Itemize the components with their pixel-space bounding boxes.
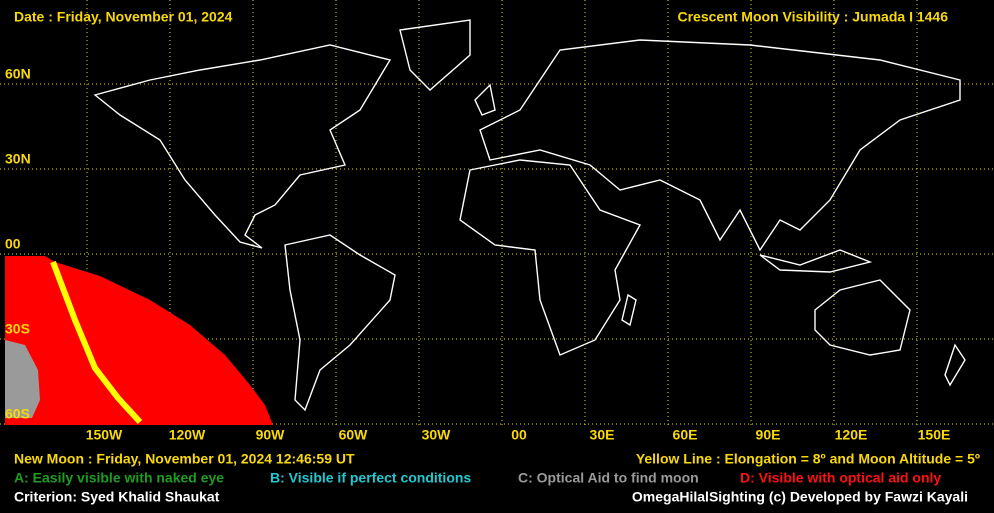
australia <box>814 279 911 356</box>
legend-item: D: Visible with optical aid only <box>740 470 941 486</box>
indonesia <box>759 249 873 273</box>
latitude-label: 00 <box>5 236 21 252</box>
latitude-label: 60S <box>5 406 30 422</box>
yellow-line-note: Yellow Line : Elongation = 8º and Moon A… <box>636 451 980 467</box>
axis-labels: 60N 30N 00 30S 60S 150W 120W 90W 60W 30W 00 30E 60E 9… <box>5 66 950 443</box>
new-moon: New Moon : Friday, November 01, 2024 12:… <box>14 451 355 467</box>
latitude-label: 60N <box>5 66 31 82</box>
longitude-label: 30E <box>590 427 615 443</box>
longitude-label: 60W <box>339 427 369 443</box>
british-isles <box>474 83 496 116</box>
criterion: Criterion: Syed Khalid Shaukat <box>14 489 220 505</box>
legend-item: B: Visible if perfect conditions <box>270 470 471 486</box>
north-america <box>93 44 392 249</box>
yellow-line <box>50 260 143 425</box>
coastlines <box>93 19 966 412</box>
longitude-label: 120E <box>835 427 868 443</box>
new-zealand <box>944 343 966 387</box>
africa <box>459 159 642 356</box>
legend-item: A: Easily visible with naked eye <box>14 470 224 486</box>
credit: OmegaHilalSighting (c) Developed by Fawz… <box>632 489 968 505</box>
greenland <box>399 19 471 91</box>
latitude-label: 30N <box>5 151 31 167</box>
latitude-label: 30S <box>5 321 30 337</box>
eurasia <box>479 39 961 252</box>
south-america <box>284 234 396 412</box>
legend-item: C: Optical Aid to find moon <box>518 470 699 486</box>
longitude-label: 90W <box>256 427 286 443</box>
longitude-label: 150W <box>86 427 123 443</box>
longitude-label: 60E <box>673 427 698 443</box>
madagascar <box>621 293 637 327</box>
longitude-label: 90E <box>756 427 781 443</box>
title: Crescent Moon Visibility : Jumada I 1446 <box>678 9 949 25</box>
longitude-label: 30W <box>422 427 452 443</box>
longitude-label: 120W <box>169 427 206 443</box>
zone-c <box>5 340 40 418</box>
visibility-zone <box>5 256 273 425</box>
longitude-label: 150E <box>918 427 951 443</box>
date: Date : Friday, November 01, 2024 <box>14 9 233 25</box>
zone-d <box>5 256 273 425</box>
legend: A: Easily visible with naked eye B: Visib… <box>14 470 941 486</box>
longitude-label: 00 <box>511 427 527 443</box>
